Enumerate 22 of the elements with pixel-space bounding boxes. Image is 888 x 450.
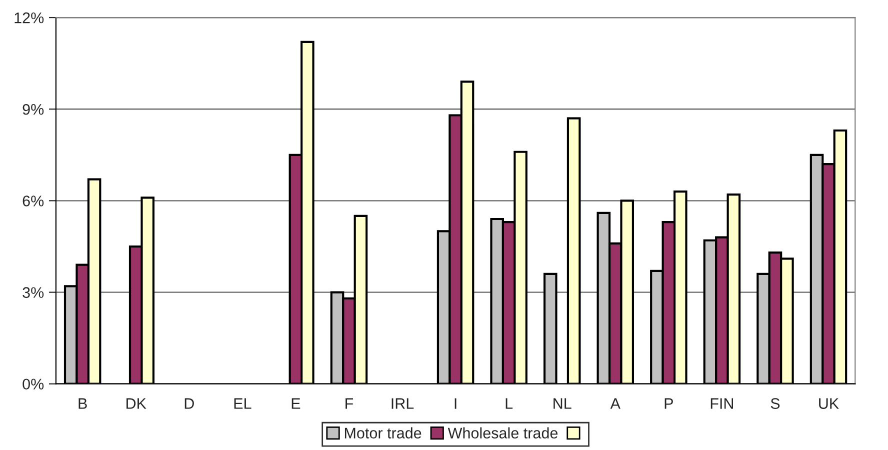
x-tick-label: DK: [126, 398, 146, 409]
x-tick-label: E: [292, 398, 300, 409]
y-tick-label: 0%: [22, 378, 44, 390]
x-tick-label: I: [454, 398, 456, 409]
x-tick-label: B: [78, 398, 87, 409]
x-tick-label: F: [346, 398, 354, 409]
y-tick-label: 6%: [22, 196, 44, 206]
x-tick-label: D: [184, 398, 194, 409]
x-tick-label: EL: [234, 398, 252, 409]
y-tick-label: 3%: [22, 287, 44, 298]
legend-label: Wholesale trade: [448, 427, 558, 439]
y-tick-label: 12%: [14, 12, 44, 24]
x-tick-label: NL: [554, 398, 572, 409]
x-tick-label: P: [664, 398, 673, 409]
y-tick-label: 9%: [22, 104, 44, 115]
x-tick-label: L: [506, 398, 513, 409]
x-tick-label: A: [610, 398, 620, 409]
x-tick-label: UK: [819, 398, 839, 409]
x-tick-label: IRL: [392, 398, 414, 409]
legend-label: Motor trade: [344, 427, 422, 439]
x-tick-label: FIN: [710, 398, 734, 409]
x-tick-label: S: [770, 398, 780, 409]
